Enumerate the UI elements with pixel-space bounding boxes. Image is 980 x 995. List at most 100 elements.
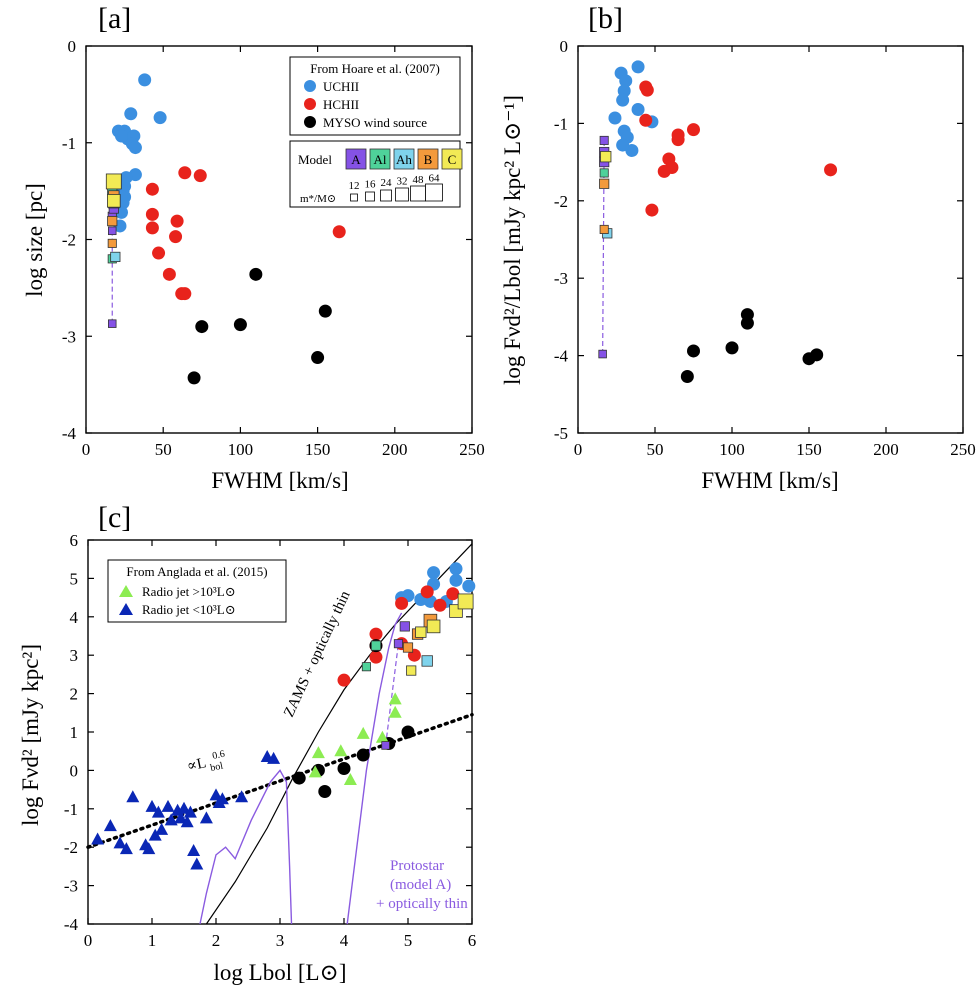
data-point-myso xyxy=(356,748,370,762)
data-point-hchii xyxy=(824,163,838,177)
jet-point xyxy=(174,811,188,824)
x-tick-label: 100 xyxy=(719,440,745,459)
y-tick-label: 0 xyxy=(70,761,79,780)
x-tick-label: 3 xyxy=(276,931,285,950)
jet-point xyxy=(215,792,229,805)
legend-mass-square xyxy=(350,193,358,202)
data-point-hchii xyxy=(145,221,159,235)
panel-a: [a] 0 50 100 150 200 250 -4 -3 -2 -1 0 FWHM [km/s]… xyxy=(22,2,485,493)
x-tick-label: 4 xyxy=(340,931,349,950)
legend-mass-label: 64 xyxy=(429,173,441,185)
jet-point xyxy=(235,790,249,803)
panel-c-label: [c] xyxy=(98,501,131,534)
jet-point xyxy=(334,744,348,757)
y-tick-label: -3 xyxy=(64,877,78,896)
legend-c-high-marker xyxy=(119,585,133,597)
model-point-C xyxy=(415,626,427,638)
x-tick-label: 0 xyxy=(84,931,93,950)
panel-b-frame xyxy=(577,45,964,434)
panel-a-ticks: 0 50 100 150 200 250 -4 -3 -2 -1 0 xyxy=(62,37,485,459)
jet-point xyxy=(388,692,402,705)
data-point-uchii xyxy=(128,141,142,155)
panel-a-marks xyxy=(105,73,346,385)
y-tick-label: -1 xyxy=(554,114,568,133)
x-tick-label: 250 xyxy=(950,440,976,459)
legend-model-label: Ah xyxy=(396,152,412,167)
legend-model-swatch-C xyxy=(441,148,463,170)
jet-point xyxy=(177,801,191,814)
x-tick-label: 1 xyxy=(148,931,157,950)
model-point-C xyxy=(600,151,612,163)
data-point-hchii xyxy=(337,673,351,687)
model-point-A xyxy=(108,226,117,236)
model-point-A xyxy=(599,135,609,145)
data-point-myso xyxy=(810,348,824,362)
panel-b-ticks: 0 50 100 150 200 250 -5 -4 -3 -2 -1 0 xyxy=(554,37,976,459)
data-point-hchii xyxy=(433,598,447,612)
data-point-hchii xyxy=(645,203,659,217)
jet-point xyxy=(308,765,322,778)
legend-a-masses: 12 16 24 32 48 64 xyxy=(349,173,443,202)
model-point-A xyxy=(598,349,607,359)
legend-model-label: B xyxy=(424,152,433,167)
data-point-hchii xyxy=(395,596,409,610)
jet-point xyxy=(180,815,194,828)
panel-b-marks xyxy=(598,60,838,383)
data-point-uchii xyxy=(449,573,463,587)
panel-c-xlabel: log Lbol [L⊙] xyxy=(214,960,347,985)
data-point-uchii xyxy=(462,579,476,593)
panel-c: [c] 0 1 2 3 4 5 6 -4 -3 -2 -1 0 1 2 3 4 5 6 log Lbol [L⊙]… xyxy=(18,501,476,985)
panel-b-label: [b] xyxy=(588,2,623,35)
jet-point xyxy=(148,828,162,841)
data-point-uchii xyxy=(631,60,645,74)
panel-a-label: [a] xyxy=(98,2,131,35)
protostar-label-1: Protostar xyxy=(390,858,444,874)
protostar-line xyxy=(199,769,293,925)
legend-a-mass-label: m*/M⊙ xyxy=(300,193,336,205)
data-point-myso xyxy=(311,351,325,365)
power-law-text: ∝L xyxy=(186,755,208,775)
jet-point xyxy=(183,805,197,818)
legend-a-box xyxy=(289,56,461,136)
data-point-hchii xyxy=(640,83,654,97)
legend-a: From Hoare et al. (2007) UCHII HCHII MYS… xyxy=(289,56,463,208)
y-tick-label: 2 xyxy=(70,685,79,704)
model-point-Al xyxy=(599,168,609,178)
model-point-C xyxy=(406,665,417,676)
panel-c-ylabel: log Fνd² [mJy kpc²] xyxy=(18,644,43,826)
x-tick-label: 6 xyxy=(468,931,477,950)
model-point-B xyxy=(599,178,610,189)
panel-c-ticks: 0 1 2 3 4 5 6 -4 -3 -2 -1 0 1 2 3 4 5 6 xyxy=(64,531,476,950)
power-law-sup: 0.6 xyxy=(211,749,226,762)
legend-model-swatch-A xyxy=(345,148,367,170)
data-point-uchii xyxy=(631,102,645,116)
legend-model-swatch-B xyxy=(417,148,439,170)
y-tick-label: -5 xyxy=(554,424,568,443)
y-tick-label: -1 xyxy=(62,134,76,153)
data-point-uchii xyxy=(115,129,129,143)
jet-point xyxy=(161,799,175,812)
x-tick-label: 150 xyxy=(305,440,331,459)
legend-a-model-title: Model xyxy=(298,152,332,167)
model-point-B xyxy=(599,224,609,234)
x-tick-label: 0 xyxy=(574,440,583,459)
jet-point xyxy=(103,819,117,832)
data-point-hchii xyxy=(420,585,434,599)
legend-mass-label: 32 xyxy=(397,176,408,188)
data-point-myso xyxy=(401,725,415,739)
data-point-hchii xyxy=(178,287,192,301)
legend-c-box xyxy=(107,559,287,623)
panel-b: [b] 0 50 100 150 200 250 -5 -4 -3 -2 -1 0 FWHM [km/… xyxy=(500,2,976,493)
legend-model-label: A xyxy=(351,152,361,167)
data-point-hchii xyxy=(145,182,159,196)
model-point-A xyxy=(108,319,117,328)
legend-mass-label: 12 xyxy=(349,180,360,192)
legend-mass-square xyxy=(395,187,409,202)
panel-a-ylabel: log size [pc] xyxy=(22,183,47,297)
data-point-myso xyxy=(725,341,739,355)
data-point-myso xyxy=(292,771,306,785)
data-point-hchii xyxy=(332,225,346,239)
jet-point xyxy=(375,730,389,743)
data-point-myso xyxy=(318,304,332,318)
x-tick-label: 200 xyxy=(382,440,408,459)
